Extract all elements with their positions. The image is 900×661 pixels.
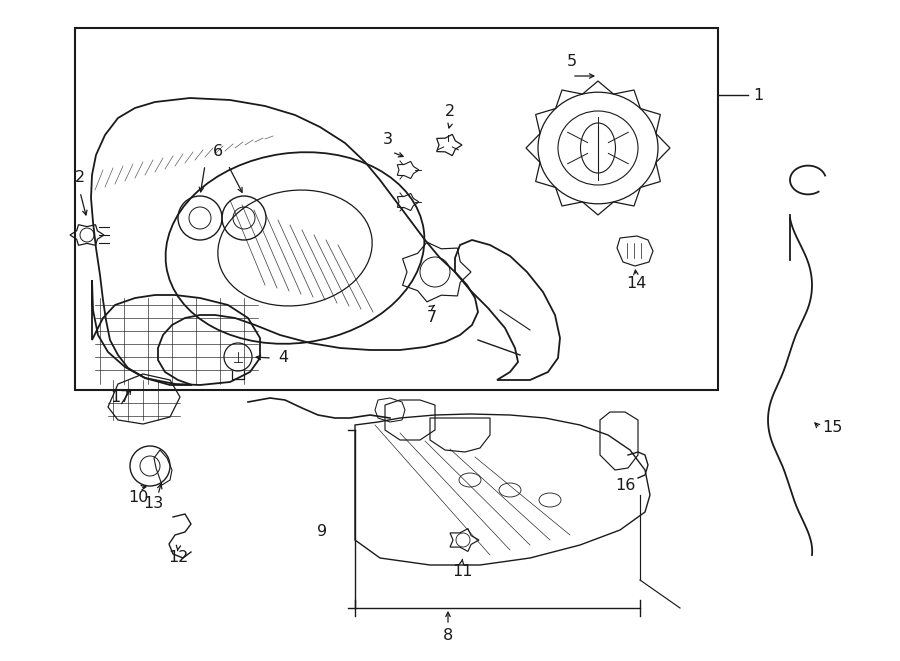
- Text: 16: 16: [615, 477, 635, 492]
- Text: 11: 11: [452, 564, 472, 580]
- Text: 10: 10: [128, 490, 148, 506]
- Text: 1: 1: [753, 87, 763, 102]
- Text: 14: 14: [626, 276, 646, 292]
- Text: 5: 5: [567, 54, 577, 69]
- Text: 8: 8: [443, 629, 453, 644]
- Text: 2: 2: [445, 104, 455, 120]
- Text: 9: 9: [317, 524, 327, 539]
- Text: 3: 3: [383, 132, 393, 147]
- Text: 2: 2: [75, 171, 86, 186]
- Text: 17: 17: [110, 391, 130, 405]
- Text: 7: 7: [427, 311, 437, 325]
- Text: 6: 6: [213, 145, 223, 159]
- Text: 15: 15: [822, 420, 842, 436]
- Text: 13: 13: [143, 496, 163, 510]
- Text: 12: 12: [167, 551, 188, 566]
- Text: 4: 4: [278, 350, 288, 366]
- Bar: [75, 28, 718, 390]
